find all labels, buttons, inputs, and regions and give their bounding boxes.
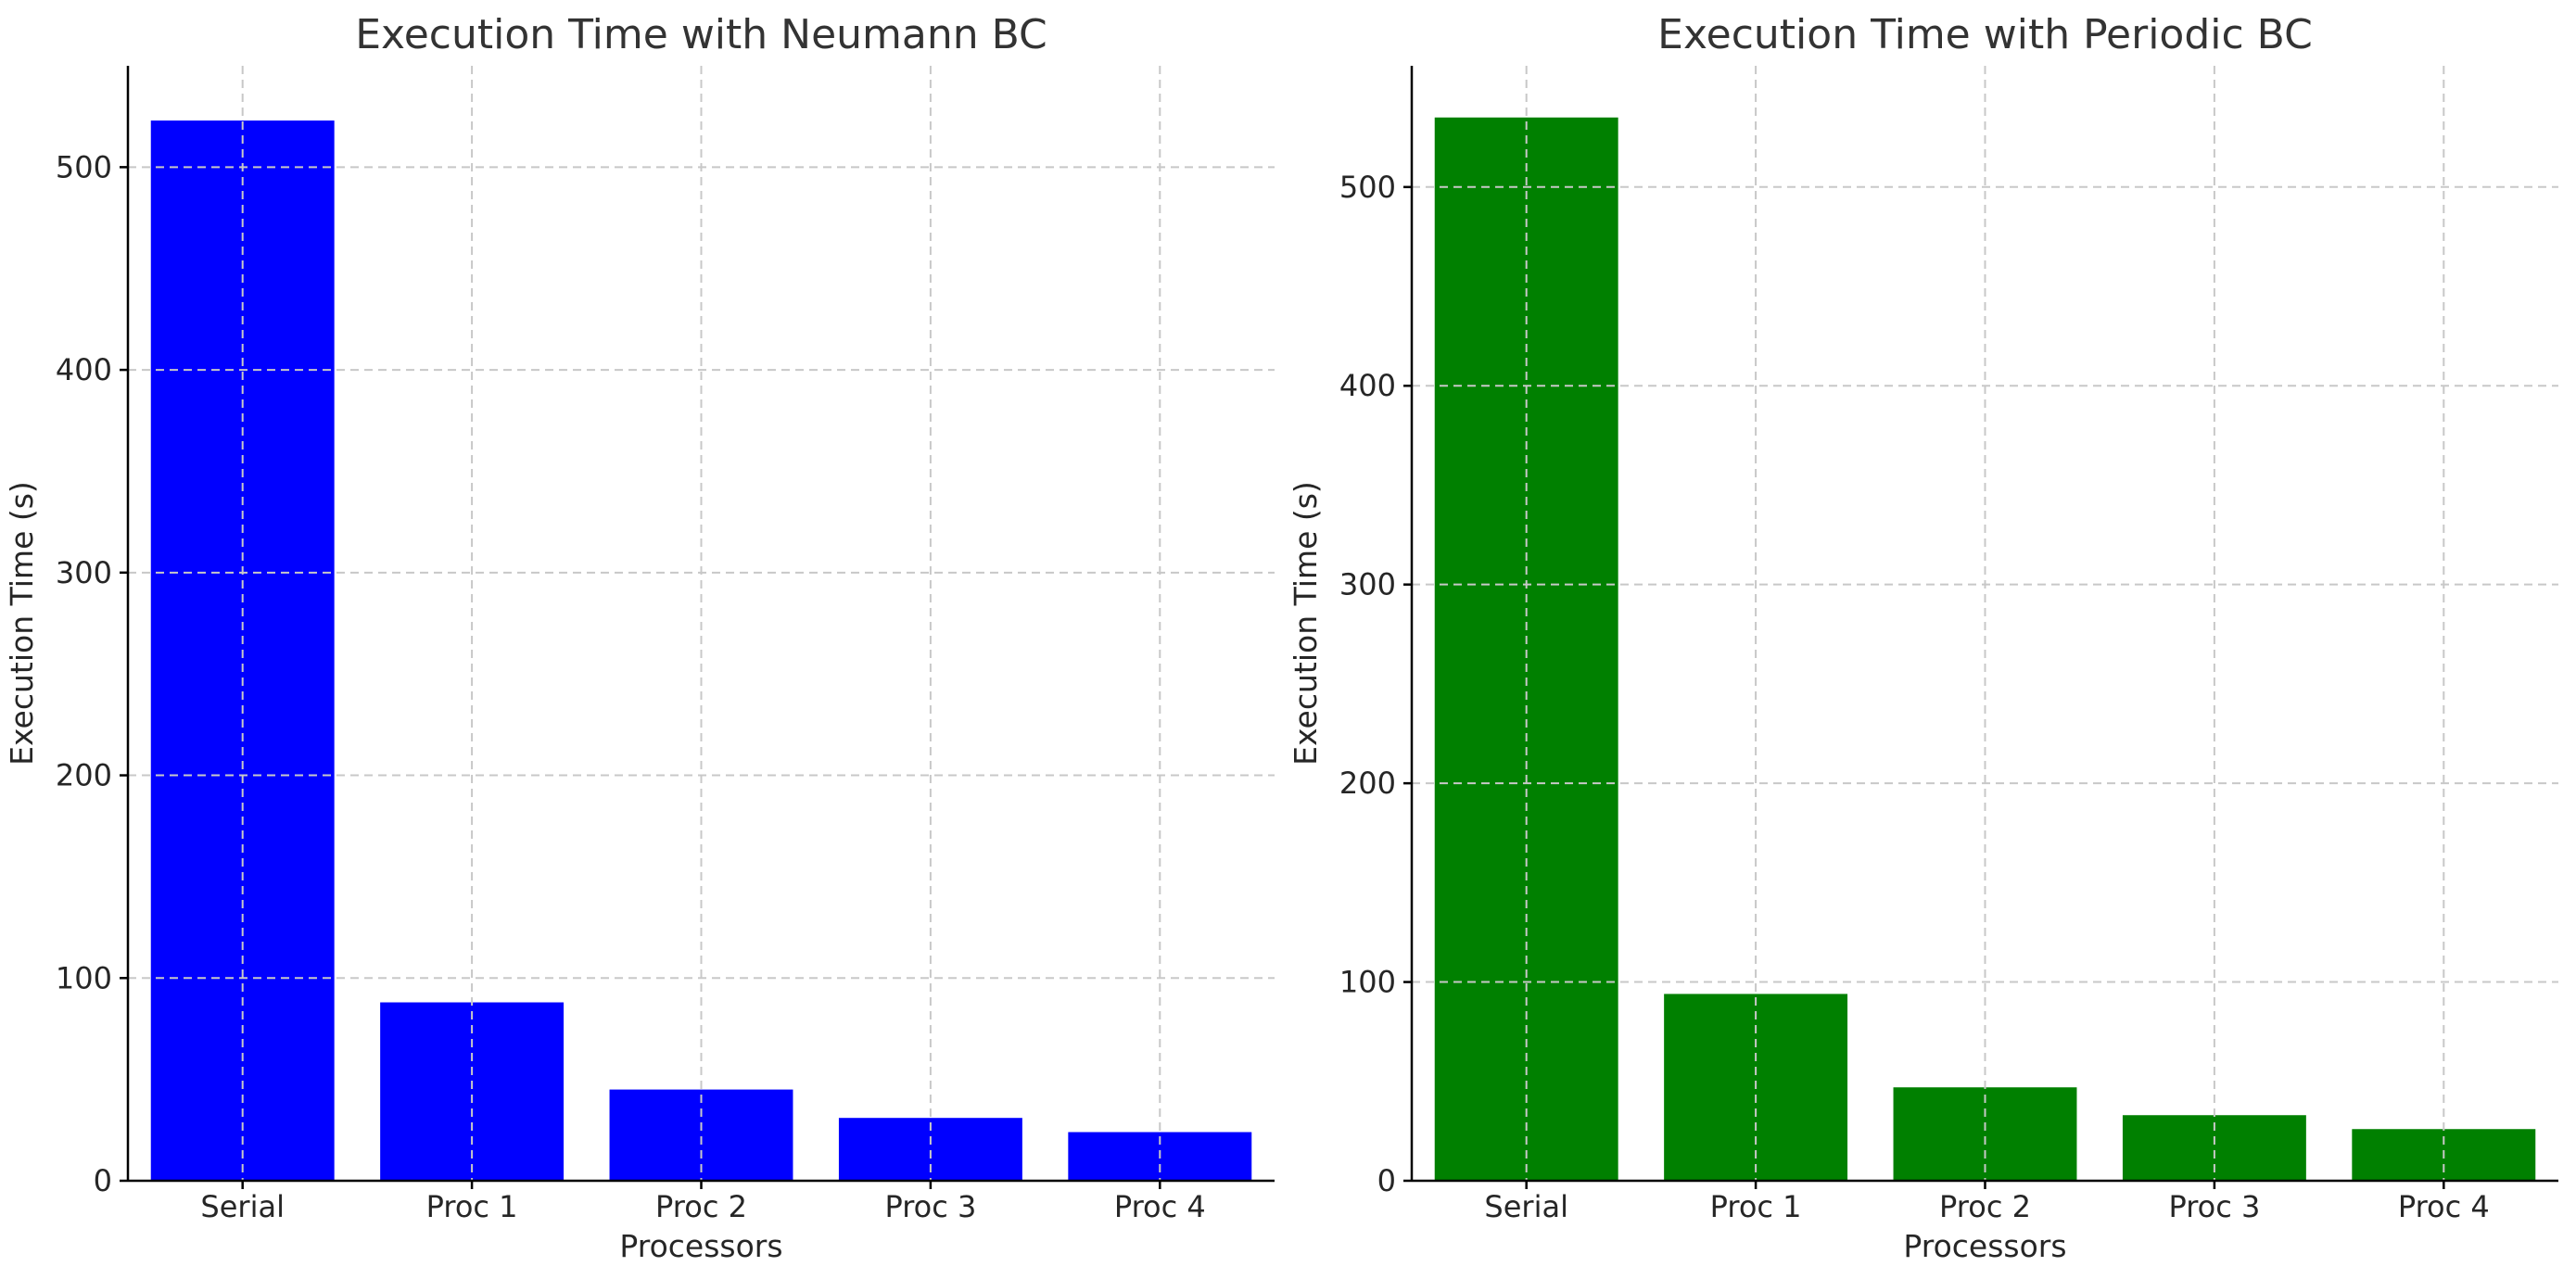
x-tick-label: Serial <box>200 1189 285 1224</box>
y-tick-label: 200 <box>56 758 112 793</box>
x-tick-label: Proc 2 <box>655 1189 747 1224</box>
y-tick-label: 100 <box>1339 965 1396 1000</box>
y-tick-label: 0 <box>1377 1163 1396 1198</box>
x-tick-label: Proc 1 <box>1710 1189 1802 1224</box>
x-axis-label: Processors <box>619 1228 782 1264</box>
y-tick-label: 200 <box>1339 766 1396 801</box>
chart-title: Execution Time with Neumann BC <box>355 11 1047 58</box>
x-tick-label: Proc 1 <box>426 1189 518 1224</box>
y-axis-label: Execution Time (s) <box>4 481 40 766</box>
y-axis-label: Execution Time (s) <box>1288 481 1324 766</box>
y-tick-label: 100 <box>56 960 112 995</box>
x-tick-label: Proc 4 <box>1114 1189 1206 1224</box>
x-tick-label: Serial <box>1484 1189 1568 1224</box>
y-tick-label: 500 <box>1339 170 1396 205</box>
x-tick-label: Proc 3 <box>884 1189 976 1224</box>
y-tick-label: 500 <box>56 149 112 184</box>
x-tick-label: Proc 2 <box>1939 1189 2031 1224</box>
x-axis-label: Processors <box>1903 1228 2066 1264</box>
x-tick-label: Proc 4 <box>2398 1189 2490 1224</box>
y-tick-label: 400 <box>1339 368 1396 403</box>
chart-neumann: 0 100 200 300 400 500 Serial Proc 1 Proc 2 Proc 3… <box>4 11 1275 1264</box>
chart-title: Execution Time with Periodic BC <box>1657 11 2313 58</box>
chart-periodic: 0 100 200 300 400 500 Serial Proc 1 Proc 2 Proc 3… <box>1288 11 2558 1264</box>
y-tick-label: 300 <box>56 555 112 590</box>
y-tick-label: 400 <box>56 352 112 387</box>
y-tick-label: 300 <box>1339 567 1396 602</box>
x-tick-label: Proc 3 <box>2168 1189 2260 1224</box>
y-tick-label: 0 <box>94 1163 112 1198</box>
